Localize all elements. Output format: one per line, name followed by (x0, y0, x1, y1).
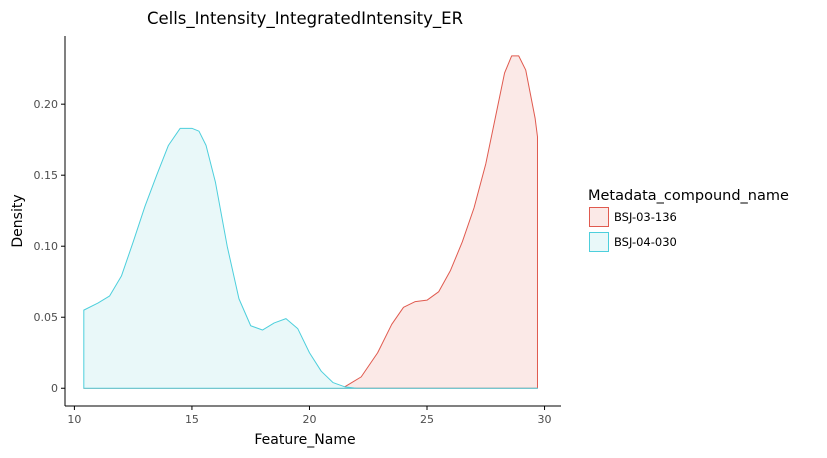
density-area-bsj-04-030 (83, 127, 538, 389)
legend-label: BSJ-03-136 (614, 210, 677, 224)
legend: Metadata_compound_name BSJ-03-136 BSJ-04-… (588, 188, 789, 252)
y-tick-label: 0 (51, 382, 58, 395)
x-tick-label: 10 (67, 413, 81, 426)
y-tick-label: 0.20 (34, 98, 59, 111)
chart-title: Cells_Intensity_IntegratedIntensity_ER (147, 9, 463, 29)
legend-swatch (589, 232, 609, 252)
plot-area (83, 55, 538, 389)
x-tick-label: 30 (538, 413, 552, 426)
density-area-bsj-03-136 (83, 55, 538, 389)
y-axis-ticks: 0 0.05 0.10 0.15 0.20 (34, 98, 65, 395)
y-axis-title: Density (10, 194, 26, 247)
legend-items: BSJ-03-136 BSJ-04-030 (589, 207, 677, 252)
y-tick-label: 0.05 (34, 311, 59, 324)
y-tick-label: 0.15 (34, 169, 59, 182)
legend-title: Metadata_compound_name (588, 188, 789, 204)
legend-swatch (589, 207, 609, 227)
x-axis-ticks: 10 15 20 25 30 (67, 406, 552, 426)
x-tick-label: 25 (420, 413, 434, 426)
x-axis-title: Feature_Name (254, 432, 355, 448)
x-tick-label: 15 (185, 413, 199, 426)
y-tick-label: 0.10 (34, 240, 59, 253)
legend-label: BSJ-04-030 (614, 235, 677, 249)
x-tick-label: 20 (302, 413, 316, 426)
